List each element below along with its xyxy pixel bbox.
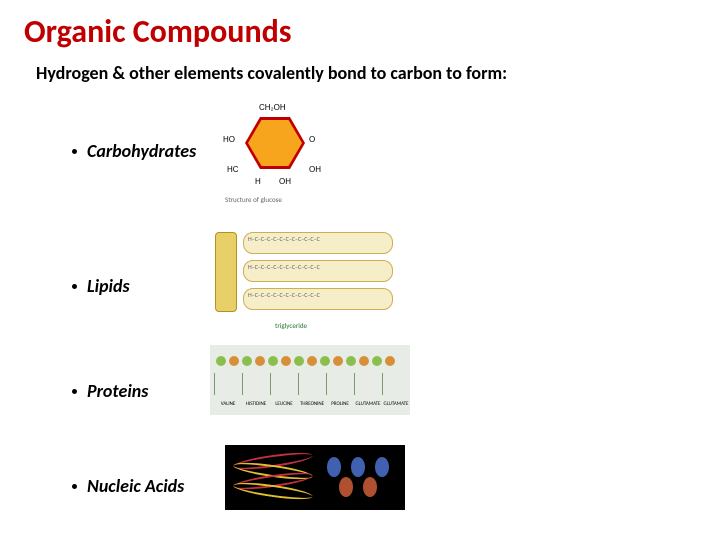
chromatin-blob [375,457,389,477]
atom-label: H [255,177,261,186]
backbone-atom [359,356,369,366]
bullet-dot-icon [72,284,77,289]
backbone-atom [320,356,330,366]
backbone-atom [281,356,291,366]
bullet-nucleic-acids: Nucleic Acids [72,475,184,497]
dna-diagram [225,445,405,510]
bullet-dot-icon [72,389,77,394]
residue-sidechain [270,373,294,395]
atom-label: OH [279,177,291,186]
fatty-acid-row: H–C–C–C–C–C–C–C–C–C–C–C [243,260,393,282]
glucose-diagram: CH₂OHOHOHCOHHOH Structure of glucose [225,105,335,205]
residue-sidechain [326,373,350,395]
glucose-caption: Structure of glucose [225,195,282,204]
residue-label: HISTIDINE [242,401,270,407]
bullet-proteins: Proteins [72,380,148,402]
backbone-atom [242,356,252,366]
fatty-acid-row: H–C–C–C–C–C–C–C–C–C–C–C [243,288,393,310]
bullet-dot-icon [72,484,77,489]
backbone-atom [372,356,382,366]
bullet-label: Lipids [87,275,130,297]
residue-sidechain [354,373,378,395]
atom-label: CH₂OH [259,103,286,112]
residue-sidechain [298,373,322,395]
backbone-atom [255,356,265,366]
bullet-lipids: Lipids [72,275,130,297]
backbone-atom [216,356,226,366]
backbone-atom [333,356,343,366]
backbone-atom [294,356,304,366]
bullet-carbohydrates: Carbohydrates [72,140,196,162]
glycerol-bar [215,232,237,312]
residue-label: GLUTAMATE [382,401,410,407]
double-helix [233,455,313,500]
bullet-label: Carbohydrates [87,140,196,162]
residue-sidechain [242,373,266,395]
residue-label: PROLINE [326,401,354,407]
amino-acid-chain [216,351,404,371]
chromatin-blob [351,457,365,477]
backbone-atom [307,356,317,366]
chromatin-blob [327,457,341,477]
bullet-dot-icon [72,149,77,154]
residue-label: THREONINE [298,401,326,407]
chromatin-blob [339,477,353,497]
atom-label: O [309,135,315,144]
atom-label: OH [309,165,321,174]
bullet-label: Nucleic Acids [87,475,184,497]
triglyceride-label: triglyceride [275,321,307,330]
residue-sidechain [382,373,406,395]
triglyceride-diagram: H–C–C–C–C–C–C–C–C–C–C–C H–C–C–C–C–C–C–C–C… [215,230,400,330]
residue-label: VALINE [214,401,242,407]
backbone-atom [229,356,239,366]
backbone-atom [346,356,356,366]
backbone-atom [385,356,395,366]
backbone-atom [268,356,278,366]
protein-diagram: VALINEHISTIDINELEUCINETHREONINEPROLINEGL… [210,345,410,415]
page-title: Organic Compounds [24,12,292,51]
fatty-acid-row: H–C–C–C–C–C–C–C–C–C–C–C [243,232,393,254]
chromatin-blob [363,477,377,497]
residue-label: GLUTAMATE [354,401,382,407]
residue-label: LEUCINE [270,401,298,407]
residue-sidechain [214,373,238,395]
atom-label: HC [227,165,239,174]
subtitle: Hydrogen & other elements covalently bon… [36,62,507,84]
bullet-label: Proteins [87,380,148,402]
atom-label: HO [223,135,235,144]
chromatin-blobs [327,453,397,503]
